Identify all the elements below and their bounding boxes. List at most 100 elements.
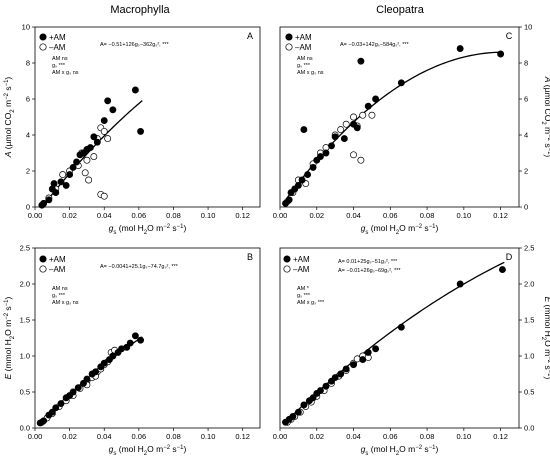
stat-line: AM * — [297, 286, 310, 292]
x-tick-label: 0.10 — [457, 211, 472, 220]
panel-letter: C — [506, 31, 513, 41]
y-tick-label: 6 — [26, 95, 30, 104]
stat-line: gₛ *** — [297, 63, 311, 69]
x-tick-label: 0.02 — [309, 211, 324, 220]
legend-marker-am-plus — [283, 255, 291, 263]
point-am-plus — [40, 417, 48, 425]
stat-line: AM x gₛ ns — [297, 70, 324, 76]
y-tick-label: 2.5 — [524, 244, 534, 253]
point-am-plus — [397, 323, 405, 331]
x-tick-label: 0.12 — [235, 211, 250, 220]
point-am-minus — [83, 156, 91, 164]
point-am-plus — [100, 359, 108, 367]
x-tick-label: 0.08 — [166, 211, 181, 220]
point-am-plus — [50, 180, 58, 188]
point-am-plus — [57, 400, 65, 407]
legend-label-am-minus: –AM — [295, 43, 312, 52]
panel-c: 0.00 0.02 0.04 0.06 0.08 0.10 0.12 0 2 4 6 8 10 gs (m… — [273, 23, 550, 237]
point-am-minus — [100, 192, 108, 200]
stat-line: AM ns — [297, 56, 313, 62]
panel-letter: D — [506, 252, 513, 262]
legend-marker-am-plus — [39, 33, 47, 41]
point-am-plus — [497, 50, 505, 58]
point-am-plus — [353, 124, 361, 132]
x-tick-label: 0.02 — [62, 211, 77, 220]
x-tick-label: 0.12 — [493, 432, 508, 441]
panel-letter: A — [247, 31, 253, 41]
point-am-plus — [126, 339, 134, 347]
y-tick-label: 6 — [524, 95, 528, 104]
plot-frame — [279, 26, 520, 208]
point-am-plus — [364, 348, 372, 356]
point-am-plus — [109, 352, 117, 360]
point-am-plus — [499, 266, 506, 274]
y-tick-label: 8 — [26, 59, 30, 68]
point-am-plus — [83, 375, 91, 383]
point-am-plus — [62, 181, 70, 189]
point-am-plus — [350, 361, 357, 369]
point-am-minus — [342, 120, 350, 128]
x-tick-label: 0.06 — [132, 432, 147, 441]
y-tick-label: 10 — [22, 23, 30, 32]
point-am-plus — [317, 387, 324, 395]
x-tick-label: 0.06 — [132, 211, 147, 220]
point-am-plus — [397, 79, 405, 87]
stat-line: AM ns — [52, 286, 68, 292]
point-am-plus — [309, 394, 317, 402]
x-axis-label: gs (mol H2O m−2 s−1) — [109, 444, 187, 457]
panel-letter: B — [247, 252, 253, 262]
point-am-plus — [86, 144, 94, 152]
x-tick-label: 0.10 — [201, 211, 216, 220]
x-tick-label: 0.06 — [383, 432, 398, 441]
point-am-plus — [294, 181, 302, 189]
x-tick-label: 0.08 — [166, 432, 181, 441]
point-am-plus — [90, 133, 98, 141]
point-am-plus — [328, 142, 335, 150]
x-axis-label: gs (mol H2O m−2 s−1) — [361, 444, 439, 457]
x-tick-label: 0.06 — [383, 211, 398, 220]
stat-line: AM x gₛ ns — [52, 70, 79, 76]
point-am-plus — [109, 106, 117, 114]
legend-marker-am-minus — [39, 265, 47, 273]
point-am-plus — [285, 196, 293, 204]
point-am-plus — [322, 149, 330, 157]
plot-frame — [34, 26, 261, 208]
point-am-plus — [357, 57, 365, 65]
x-tick-label: 0.02 — [309, 432, 324, 441]
point-am-plus — [300, 126, 308, 134]
title-left: Macrophylla — [110, 4, 170, 16]
y-tick-label: 2.0 — [20, 280, 30, 289]
title-right: Cleopatra — [376, 4, 425, 16]
point-am-plus — [298, 176, 306, 184]
x-tick-label: 0.00 — [273, 211, 288, 220]
point-am-plus — [364, 102, 372, 110]
stat-line: AM ns — [52, 56, 68, 62]
legend-label-am-minus: –AM — [49, 265, 66, 274]
point-am-plus — [304, 171, 312, 179]
point-am-plus — [289, 413, 297, 420]
equation: A= −0.03+142gₛ−584gₛ², *** — [340, 42, 409, 48]
point-am-minus — [337, 126, 345, 134]
point-am-plus — [131, 332, 139, 340]
equation: A= −0.51+126gₛ−362gₛ², *** — [100, 42, 169, 48]
equation: A= −0.0041+25.1gₛ−74.7gₛ², *** — [100, 264, 179, 270]
point-am-plus — [131, 86, 139, 94]
point-am-plus — [73, 158, 80, 166]
point-am-minus — [90, 153, 98, 161]
point-am-plus — [340, 135, 348, 143]
point-am-plus — [104, 97, 112, 105]
y-tick-label: 2.5 — [20, 244, 30, 253]
x-tick-label: 0.00 — [28, 211, 43, 220]
point-am-minus — [104, 135, 112, 143]
y-axis-label: A (µmol CO2 m−2 s−1) — [540, 76, 550, 158]
x-tick-label: 0.04 — [97, 432, 112, 441]
x-tick-label: 0.08 — [420, 211, 435, 220]
y-axis-label: A (µmol CO2 m−2 s−1) — [3, 77, 16, 159]
point-am-plus — [137, 127, 145, 135]
y-tick-label: 4 — [524, 131, 528, 140]
point-am-plus — [69, 388, 77, 396]
point-am-plus — [342, 365, 350, 373]
point-am-plus — [52, 404, 60, 412]
legend-marker-am-plus — [285, 33, 293, 41]
panel-b: 0.00 0.02 0.04 0.06 0.08 0.10 0.12 0.0 0.5 1.0 1.5… — [3, 244, 261, 457]
